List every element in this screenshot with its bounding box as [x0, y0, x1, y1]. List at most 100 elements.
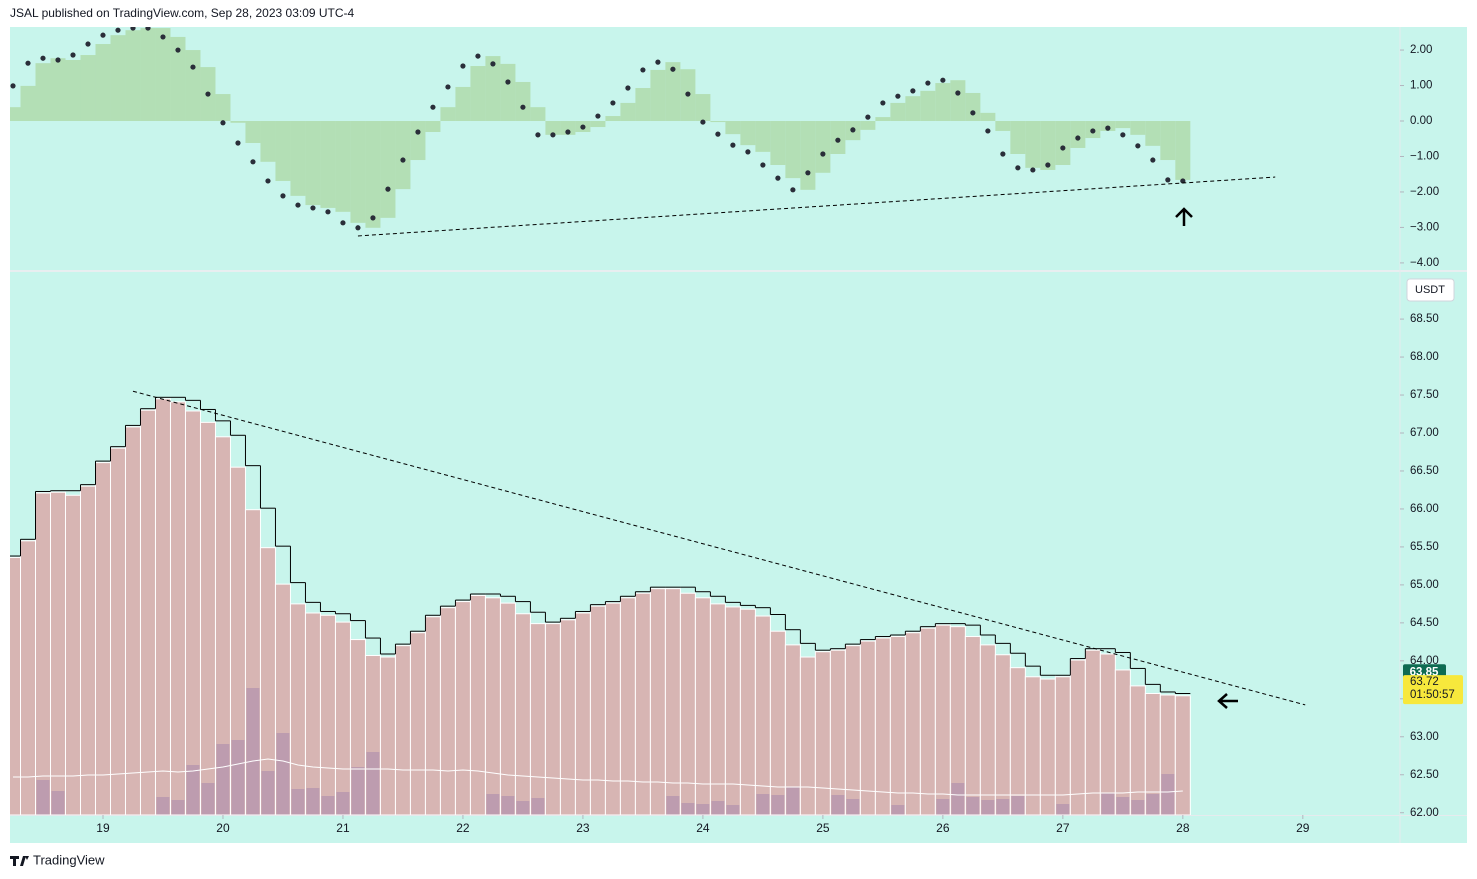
price-bar	[1099, 653, 1116, 815]
signal-dot	[445, 84, 451, 90]
signal-dot	[820, 151, 826, 157]
x-tick-label: 27	[1056, 821, 1070, 835]
signal-dot	[1030, 167, 1036, 173]
histogram-bar	[635, 88, 651, 122]
y-tick-label: −4.00	[1410, 257, 1439, 269]
price-bar	[979, 644, 996, 815]
signal-dot	[25, 60, 31, 66]
signal-dot	[355, 225, 361, 231]
signal-dot	[1060, 145, 1066, 151]
price-bar	[874, 637, 891, 815]
price-bar	[904, 632, 921, 815]
signal-dot	[580, 124, 586, 130]
price-bar	[424, 616, 441, 815]
x-tick-label: 21	[336, 821, 350, 835]
histogram-bar	[770, 121, 786, 165]
signal-dot	[160, 34, 166, 40]
price-bar	[10, 557, 21, 815]
signal-dot	[1075, 135, 1081, 141]
signal-dot	[10, 83, 16, 89]
signal-dot	[190, 64, 196, 70]
price-bar	[829, 649, 846, 815]
histogram-bar	[920, 90, 936, 122]
histogram-bar	[230, 121, 246, 123]
price-bar	[334, 621, 351, 815]
histogram-bar	[1025, 121, 1041, 168]
histogram-bar	[980, 112, 996, 122]
histogram-bar	[1130, 121, 1146, 135]
signal-dot	[595, 113, 601, 119]
signal-dot	[265, 178, 271, 184]
y-tick-label: 62.00	[1410, 807, 1439, 819]
histogram-bar	[470, 66, 486, 122]
unit-box	[1406, 278, 1455, 302]
histogram-bar	[530, 107, 546, 122]
histogram-bar	[965, 92, 981, 122]
signal-dot	[985, 128, 991, 134]
y-tick-label: 0.00	[1410, 115, 1432, 127]
y-tick-label: 1.00	[1410, 80, 1432, 92]
signal-dot	[1180, 178, 1186, 184]
signal-dot	[745, 149, 751, 155]
signal-dot	[1120, 132, 1126, 138]
price-bar	[919, 627, 936, 815]
price-bar	[949, 626, 966, 815]
histogram-bar	[995, 121, 1011, 131]
histogram-bar	[410, 121, 426, 161]
price-bar	[94, 462, 111, 815]
signal-dot	[325, 209, 331, 215]
price-bar	[64, 494, 81, 815]
price-bar	[784, 644, 801, 815]
histogram-bar	[215, 94, 231, 122]
signal-dot	[175, 47, 181, 53]
price-bar	[349, 639, 366, 815]
histogram-bar	[545, 121, 561, 135]
signal-dot	[610, 100, 616, 106]
left-arrow	[1217, 693, 1238, 709]
histogram-bar	[245, 121, 261, 144]
price-bar	[19, 540, 36, 815]
unit-label: USDT	[1415, 284, 1445, 296]
histogram-bar	[320, 121, 336, 208]
histogram-bar	[140, 28, 156, 122]
histogram-bar	[860, 121, 876, 130]
signal-dot	[460, 63, 466, 69]
signal-dot	[550, 132, 556, 138]
signal-dot	[895, 93, 901, 99]
signal-dot	[880, 100, 886, 106]
histogram-bar	[170, 36, 186, 122]
price-bar	[34, 492, 51, 815]
x-tick-label: 19	[96, 821, 110, 835]
histogram-bar	[740, 121, 756, 146]
histogram-bar	[1175, 121, 1191, 180]
price-bar	[1084, 649, 1101, 815]
price-bar	[499, 602, 516, 815]
histogram-bar	[350, 121, 366, 223]
histogram-bar	[440, 107, 456, 122]
price-bar	[169, 401, 186, 815]
price-bar	[514, 613, 531, 815]
price-bar	[484, 597, 501, 815]
price-bar	[109, 447, 126, 815]
price-bar	[259, 547, 276, 815]
x-tick-label: 23	[576, 821, 590, 835]
x-tick-label: 24	[696, 821, 710, 835]
price-bar	[439, 607, 456, 815]
price-bar	[589, 605, 606, 815]
price-bar	[619, 597, 636, 815]
price-bar	[544, 623, 561, 815]
y-tick-label: 65.00	[1410, 579, 1439, 591]
histogram-bar	[485, 56, 501, 122]
price-bar	[1144, 692, 1161, 815]
histogram-bar	[650, 69, 666, 122]
histogram-bar	[710, 121, 726, 123]
signal-dot	[1045, 162, 1051, 168]
price-bar	[529, 623, 546, 815]
y-tick-label: 2.00	[1410, 44, 1432, 56]
price-bar	[1159, 694, 1176, 815]
signal-dot	[235, 140, 241, 146]
signal-dot	[370, 215, 376, 221]
up-arrow	[1175, 207, 1193, 226]
y-tick-label: 68.50	[1410, 313, 1439, 325]
